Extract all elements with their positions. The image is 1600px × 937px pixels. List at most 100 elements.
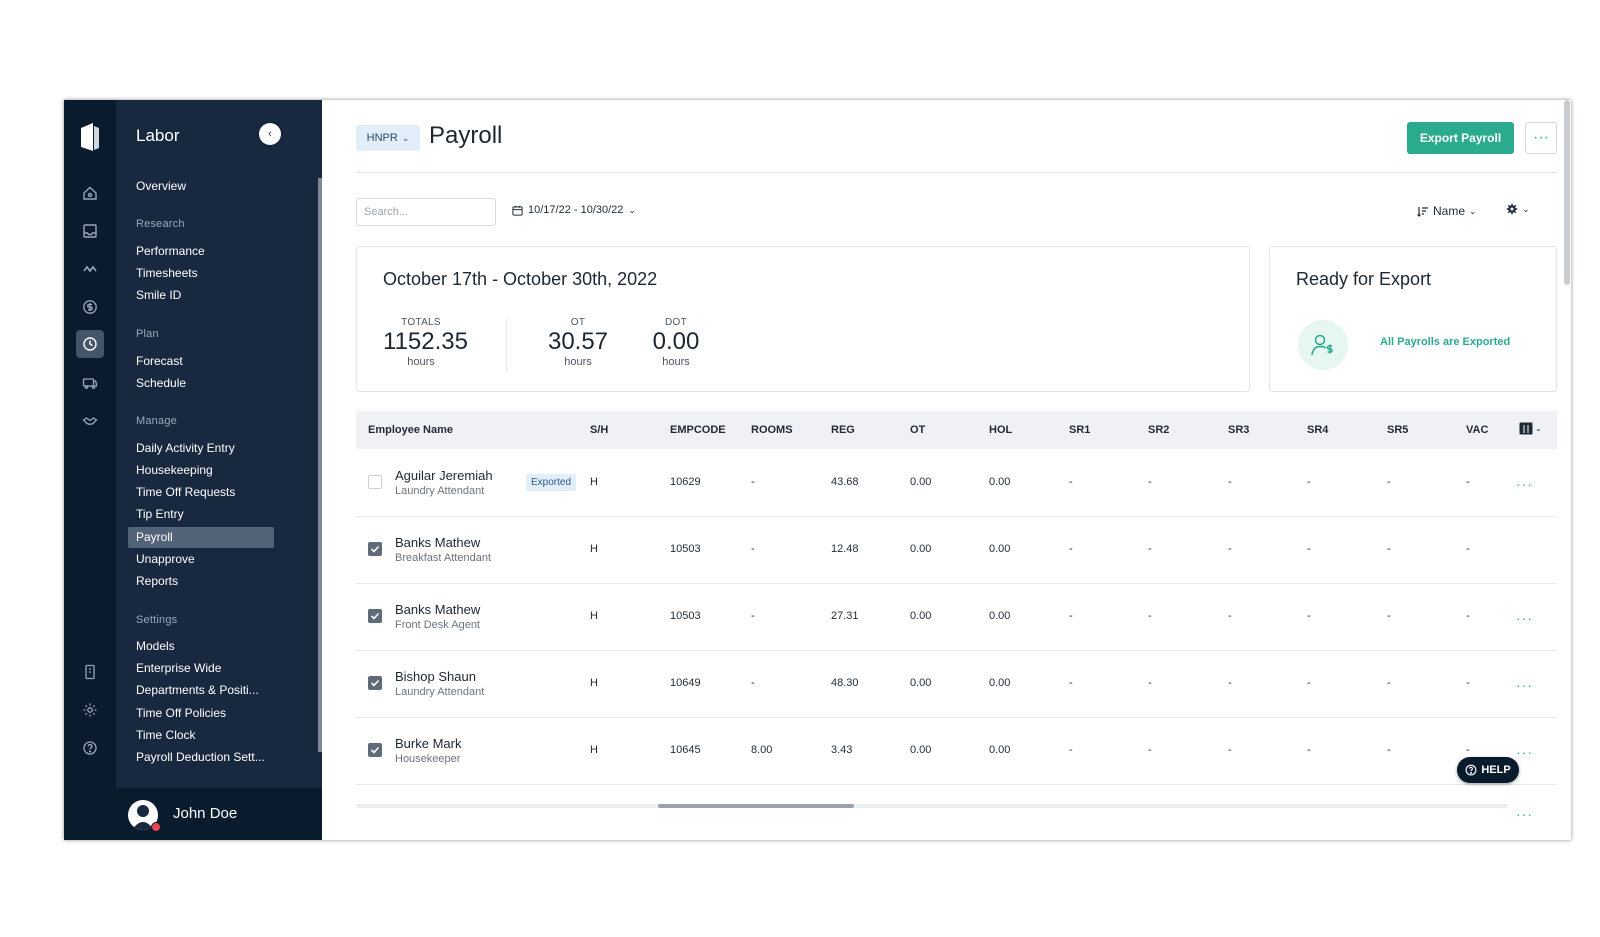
vertical-scrollbar[interactable] [1564,100,1570,285]
sidebar-item-forecast[interactable]: Forecast [136,354,183,368]
search-input[interactable] [356,198,496,226]
sidebar-item-reports[interactable]: Reports [136,574,179,588]
sidebar-item-payroll-deduction-settings[interactable]: Payroll Deduction Sett... [136,750,265,764]
sidebar-item-housekeeping[interactable]: Housekeeping [136,463,213,477]
sidebar-item-models[interactable]: Models [136,639,175,653]
table-row[interactable]: Banks Mathew Front Desk Agent H 10503 - … [356,583,1557,651]
col-vac[interactable]: VAC [1466,424,1489,436]
sidebar-item-enterprise-wide[interactable]: Enterprise Wide [136,661,222,675]
cell-empcode: 10629 [670,476,701,488]
stat-label: TOTALS [401,317,441,328]
sidebar-item-unapprove[interactable]: Unapprove [136,552,195,566]
scrollbar-thumb[interactable] [658,804,854,808]
row-more-button[interactable]: ··· [1516,744,1533,760]
cell-reg: 48.30 [831,677,859,689]
stat-label: OT [570,317,586,328]
sidebar-item-timesheets[interactable]: Timesheets [136,266,198,280]
cell-reg: 27.31 [831,610,859,622]
stat-totals: TOTALS 1152.35 hours [383,317,468,368]
settings-dropdown[interactable]: ⌄ [1506,203,1530,215]
col-reg[interactable]: REG [831,424,855,436]
handshake-icon[interactable] [76,407,104,435]
col-sr4[interactable]: SR4 [1307,424,1329,436]
collapse-sidebar-button[interactable]: ‹ [259,123,281,145]
sidebar-item-time-off-policies[interactable]: Time Off Policies [136,706,227,720]
device-icon[interactable] [76,658,104,686]
inbox-icon[interactable] [76,217,104,245]
col-sr5[interactable]: SR5 [1387,424,1409,436]
activity-icon[interactable] [76,255,104,283]
employee-name[interactable]: Bishop Shaun [395,669,476,684]
help-button[interactable]: HELP [1457,757,1519,783]
col-sh[interactable]: S/H [590,424,609,436]
table-row[interactable]: Burke Mark Housekeeper H 10645 8.00 3.43… [356,717,1557,785]
bus-icon[interactable] [76,369,104,397]
col-sr1[interactable]: SR1 [1069,424,1091,436]
employee-role: Housekeeper [395,753,461,765]
sort-selector[interactable]: Name ⌄ [1417,204,1477,218]
sidebar-item-payroll[interactable]: Payroll [128,527,274,548]
columns-icon [1519,422,1533,435]
cell-rooms: - [751,610,755,622]
stat-divider [506,319,507,371]
more-options-button[interactable]: ··· [1525,122,1557,154]
table-row[interactable]: Banks Mathew Breakfast Attendant H 10503… [356,516,1557,584]
sidebar-item-smile-id[interactable]: Smile ID [136,288,182,302]
table-header: Employee Name S/H EMPCODE ROOMS REG OT H… [356,411,1557,449]
app-logo-icon[interactable] [77,120,103,154]
gear-icon[interactable] [76,696,104,724]
summary-title: October 17th - October 30th, 2022 [383,269,658,289]
home-icon[interactable] [76,179,104,207]
cell-sr3: - [1228,543,1232,555]
row-more-button[interactable]: ··· [1516,476,1533,492]
employee-name[interactable]: Banks Mathew [395,535,481,550]
sidebar-item-tip-entry[interactable]: Tip Entry [136,507,184,521]
cell-sh: H [590,744,598,756]
cell-sr2: - [1148,543,1152,555]
date-range-picker[interactable]: 10/17/22 - 10/30/22 ⌄ [512,204,636,216]
clock-icon[interactable] [76,330,104,358]
employee-name[interactable]: Burke Mark [395,736,462,751]
cell-sr4: - [1307,744,1311,756]
col-ot[interactable]: OT [910,424,926,436]
sidebar-item-departments-positions[interactable]: Departments & Positi... [136,683,259,697]
row-more-button[interactable]: ··· [1516,677,1533,693]
col-rooms[interactable]: ROOMS [751,424,793,436]
employee-name[interactable]: Aguilar Jeremiah [395,468,493,483]
col-hol[interactable]: HOL [989,424,1013,436]
row-more-button[interactable]: ··· [1516,610,1533,626]
row-checkbox[interactable] [368,475,382,489]
dollar-icon[interactable] [76,293,104,321]
employee-name[interactable]: Banks Mathew [395,602,481,617]
export-payroll-button[interactable]: Export Payroll [1407,122,1514,154]
row-checkbox[interactable] [368,609,382,623]
horizontal-scrollbar[interactable] [356,804,1508,808]
sidebar-item-time-off-requests[interactable]: Time Off Requests [136,485,236,499]
help-circle-icon[interactable] [76,734,104,762]
cell-ot: 0.00 [910,543,932,555]
col-empcode[interactable]: EMPCODE [670,424,726,436]
property-selector[interactable]: HNPR ⌄ [356,125,420,151]
sidebar-item-time-clock[interactable]: Time Clock [136,728,196,742]
sidebar-item-daily-activity-entry[interactable]: Daily Activity Entry [136,441,235,455]
table-row[interactable]: Aguilar Jeremiah Laundry Attendant Expor… [356,449,1557,517]
table-row[interactable]: Bishop Shaun Laundry Attendant H 10649 -… [356,650,1557,718]
cell-sr5: - [1387,476,1391,488]
sidebar-item-performance[interactable]: Performance [136,244,205,258]
sidebar-item-schedule[interactable]: Schedule [136,376,187,390]
row-checkbox[interactable] [368,743,382,757]
user-silhouette-icon [132,805,154,830]
cell-empcode: 10649 [670,677,701,689]
row-checkbox[interactable] [368,542,382,556]
cell-sr1: - [1069,744,1073,756]
chevron-left-icon: ‹ [268,128,272,140]
row-checkbox[interactable] [368,676,382,690]
sidebar-scrollbar[interactable] [318,178,322,752]
sidebar-item-overview[interactable]: Overview [136,179,187,193]
column-chooser-button[interactable]: ⌄ [1519,422,1542,435]
col-sr2[interactable]: SR2 [1148,424,1170,436]
cell-hol: 0.00 [989,677,1011,689]
col-sr3[interactable]: SR3 [1228,424,1250,436]
col-employee-name[interactable]: Employee Name [368,424,453,436]
row-more-button[interactable]: ··· [1516,806,1533,822]
